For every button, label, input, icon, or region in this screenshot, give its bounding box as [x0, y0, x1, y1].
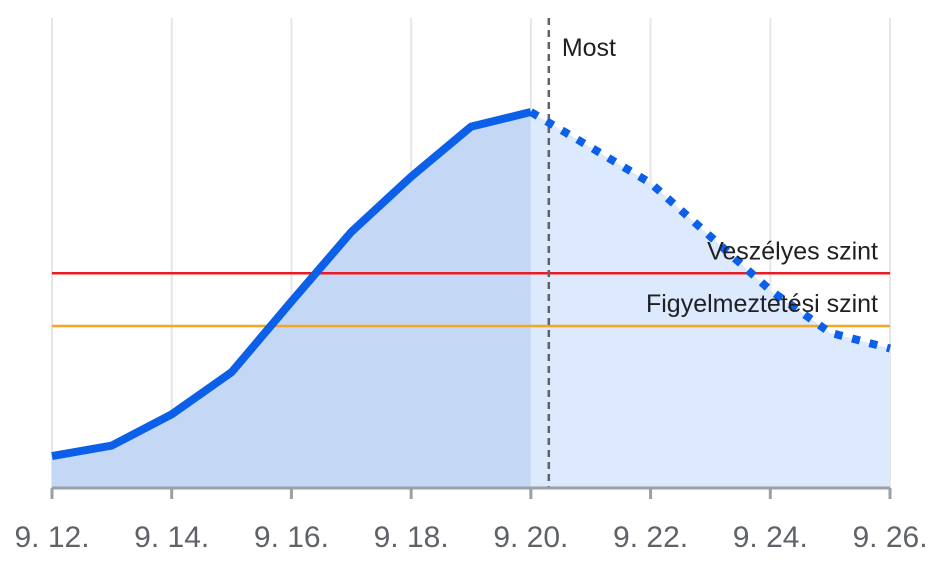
observed-line — [51, 108, 532, 460]
x-tick-label: 9. 18. — [374, 521, 449, 554]
reference-line-label: Veszélyes szint — [707, 237, 878, 265]
x-tick-label: 9. 24. — [733, 521, 808, 554]
x-tick-label: 9. 20. — [493, 521, 568, 554]
x-tick-label: 9. 26. — [852, 521, 927, 554]
x-axis: 9. 12. 9. 14. 9. 16. 9. 18. 9. 20. 9. 22. 9. 2… — [14, 486, 928, 554]
x-tick-label: 9. 12. — [14, 521, 89, 554]
forecast-line — [528, 108, 892, 353]
area-layer — [52, 112, 890, 488]
x-tick-label: 9. 22. — [613, 521, 688, 554]
reference-line-label: Figyelmeztetési szint — [646, 290, 878, 318]
series-lines — [51, 108, 892, 460]
x-tick-label: 9. 14. — [134, 521, 209, 554]
observed-area — [52, 112, 531, 488]
forecast-area — [530, 112, 890, 488]
now-label: Most — [562, 34, 616, 62]
labels: Veszélyes szint Figyelmeztetési szint Most — [562, 34, 878, 318]
x-tick-label: 9. 16. — [254, 521, 329, 554]
